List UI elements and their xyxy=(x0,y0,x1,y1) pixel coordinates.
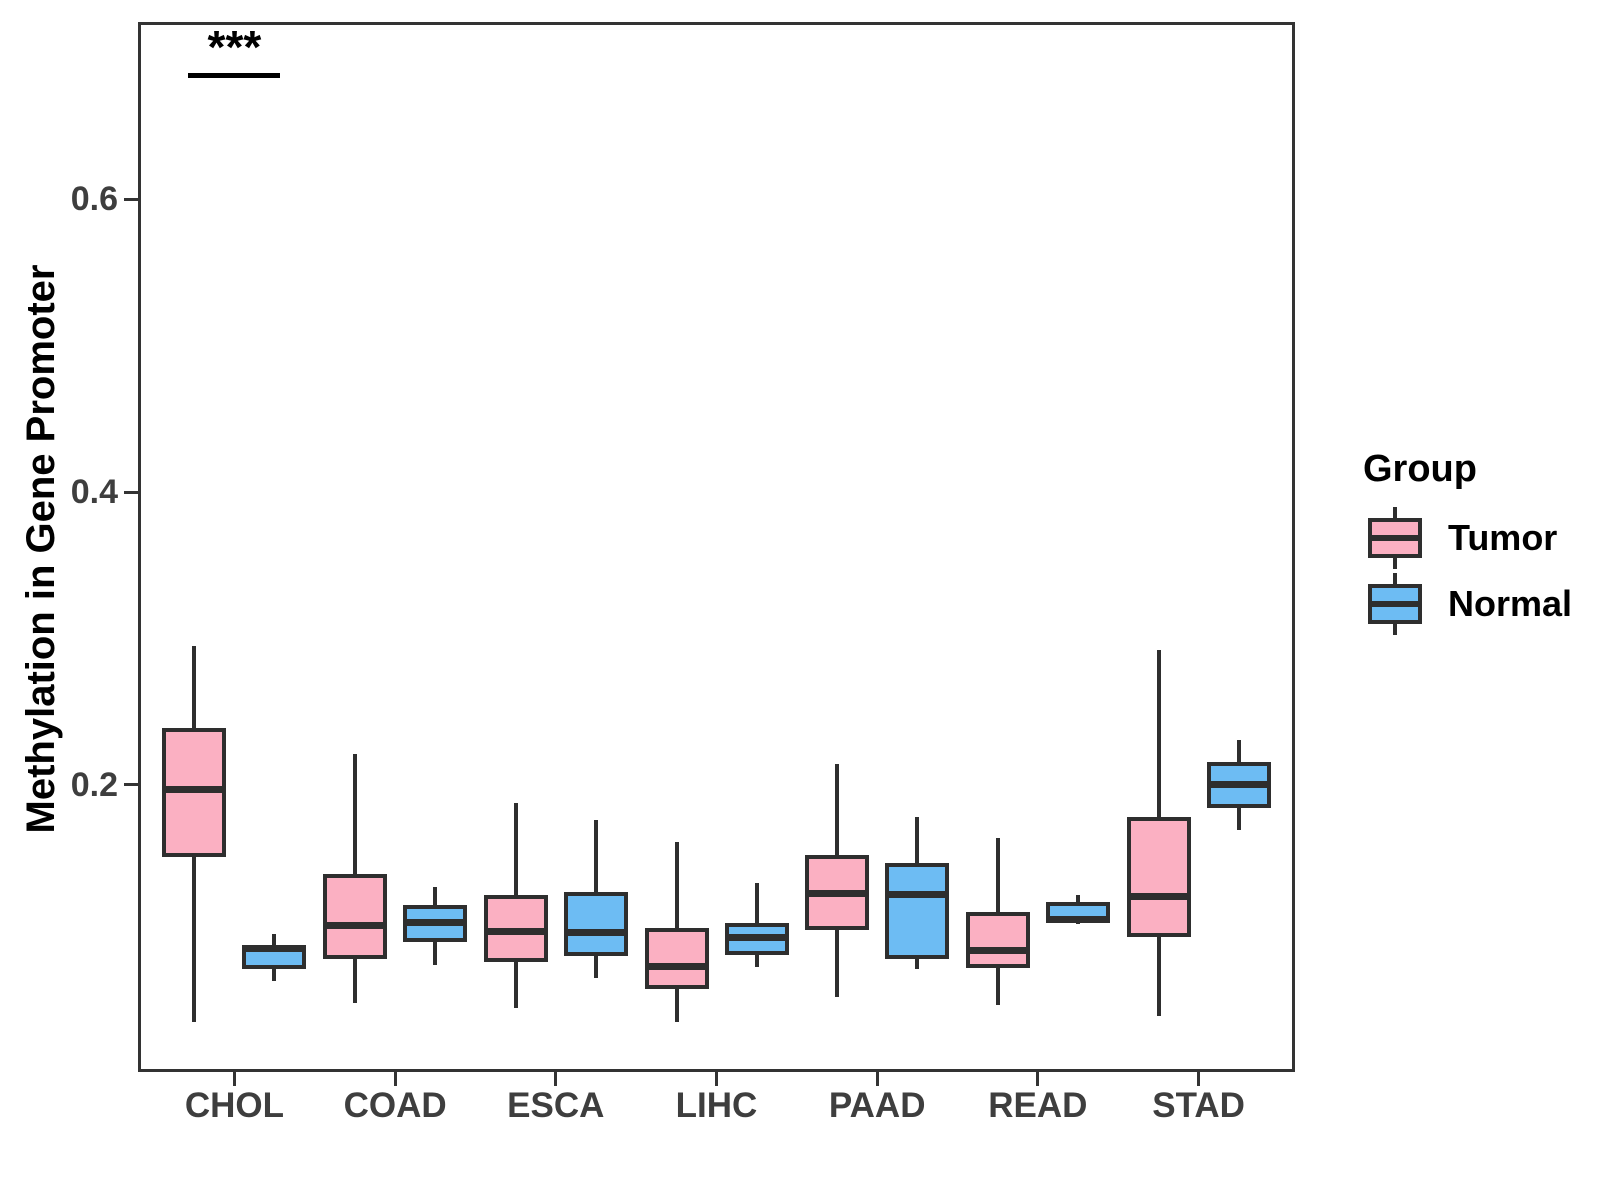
tumor-median-PAAD xyxy=(805,889,870,897)
tumor-median-ESCA xyxy=(483,927,548,935)
normal-median-CHOL xyxy=(242,945,307,953)
x-axis-tick xyxy=(232,1072,236,1086)
y-axis-title: Methylation in Gene Promoter xyxy=(19,264,63,834)
y-axis-tick-label: 0.2 xyxy=(70,765,118,804)
tumor-median-STAD xyxy=(1126,892,1191,900)
tumor-median-LIHC xyxy=(644,963,709,971)
legend-key-median xyxy=(1368,535,1422,541)
tumor-box-LIHC xyxy=(644,928,709,989)
y-axis-tick-label: 0.4 xyxy=(70,473,118,512)
x-axis-category-label: COAD xyxy=(343,1086,447,1125)
significance-label: *** xyxy=(207,21,262,74)
tumor-box-STAD xyxy=(1126,817,1191,938)
y-axis-tick xyxy=(124,490,138,494)
normal-median-LIHC xyxy=(724,933,789,941)
x-axis-category-label: PAAD xyxy=(828,1086,926,1125)
x-axis-tick xyxy=(393,1072,397,1086)
x-axis-category-label: READ xyxy=(988,1086,1088,1125)
normal-median-COAD xyxy=(403,919,468,927)
y-axis-tick-label: 0.6 xyxy=(70,180,118,219)
tumor-box-COAD xyxy=(323,874,388,960)
legend-key-median xyxy=(1368,601,1422,607)
normal-median-PAAD xyxy=(885,891,950,899)
x-axis-tick xyxy=(875,1072,879,1086)
tumor-box-READ xyxy=(965,912,1030,969)
x-axis-category-label: CHOL xyxy=(184,1086,284,1125)
legend-title: Group xyxy=(1363,448,1477,490)
x-axis-tick xyxy=(715,1072,718,1086)
x-axis-category-label: STAD xyxy=(1152,1086,1245,1125)
significance-line xyxy=(188,73,281,79)
tumor-median-CHOL xyxy=(162,785,227,793)
x-axis-category-label: LIHC xyxy=(675,1086,758,1125)
y-axis-tick xyxy=(124,197,138,201)
normal-median-READ xyxy=(1045,916,1110,924)
normal-box-PAAD xyxy=(885,862,950,960)
x-axis-tick xyxy=(1036,1072,1040,1086)
x-axis-tick xyxy=(1197,1072,1201,1086)
normal-median-STAD xyxy=(1206,781,1271,789)
y-axis-tick xyxy=(124,783,138,787)
tumor-median-COAD xyxy=(323,922,388,930)
normal-box-ESCA xyxy=(563,891,628,957)
legend-label-normal: Normal xyxy=(1448,583,1573,624)
plot-panel xyxy=(138,22,1295,1072)
tumor-median-READ xyxy=(965,946,1030,954)
x-axis-category-label: ESCA xyxy=(507,1086,605,1125)
normal-median-ESCA xyxy=(563,929,628,937)
x-axis-tick xyxy=(554,1072,558,1086)
legend-label-tumor: Tumor xyxy=(1448,517,1558,558)
